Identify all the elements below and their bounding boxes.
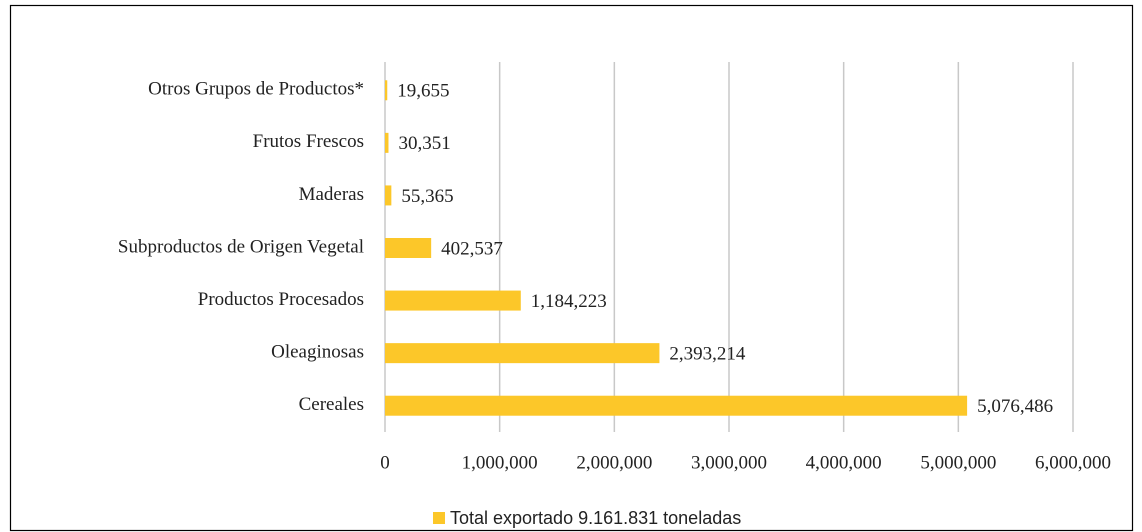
y-tick-label: Cereales xyxy=(299,394,364,415)
bar xyxy=(385,343,660,364)
x-tick-label: 3,000,000 xyxy=(691,452,767,473)
x-tick-label: 1,000,000 xyxy=(462,452,538,473)
data-label: 5,076,486 xyxy=(977,396,1053,417)
x-tick-label: 2,000,000 xyxy=(576,452,652,473)
bar xyxy=(385,132,389,153)
data-label: 402,537 xyxy=(441,238,503,259)
x-tick-label: 4,000,000 xyxy=(806,452,882,473)
legend-label: Total exportado 9.161.831 toneladas xyxy=(450,508,741,528)
bar xyxy=(385,185,392,206)
legend-swatch xyxy=(433,512,445,524)
y-tick-label: Subproductos de Origen Vegetal xyxy=(118,236,364,257)
y-tick-label: Oleaginosas xyxy=(271,342,364,363)
y-tick-label: Productos Procesados xyxy=(198,289,364,310)
data-label: 2,393,214 xyxy=(669,344,746,365)
data-label: 55,365 xyxy=(401,186,453,207)
y-tick-label: Frutos Frescos xyxy=(253,131,364,152)
data-label: 19,655 xyxy=(397,81,449,102)
data-label: 1,184,223 xyxy=(531,291,607,312)
bar xyxy=(385,80,388,101)
bar xyxy=(385,290,521,311)
x-tick-label: 0 xyxy=(380,452,390,473)
x-tick-label: 5,000,000 xyxy=(920,452,996,473)
y-tick-label: Maderas xyxy=(299,184,364,205)
x-tick-label: 6,000,000 xyxy=(1035,452,1111,473)
chart-frame xyxy=(9,4,1134,532)
data-label: 30,351 xyxy=(398,133,450,154)
bar xyxy=(385,238,432,258)
bar xyxy=(385,395,968,416)
y-tick-label: Otros Grupos de Productos* xyxy=(148,79,364,100)
